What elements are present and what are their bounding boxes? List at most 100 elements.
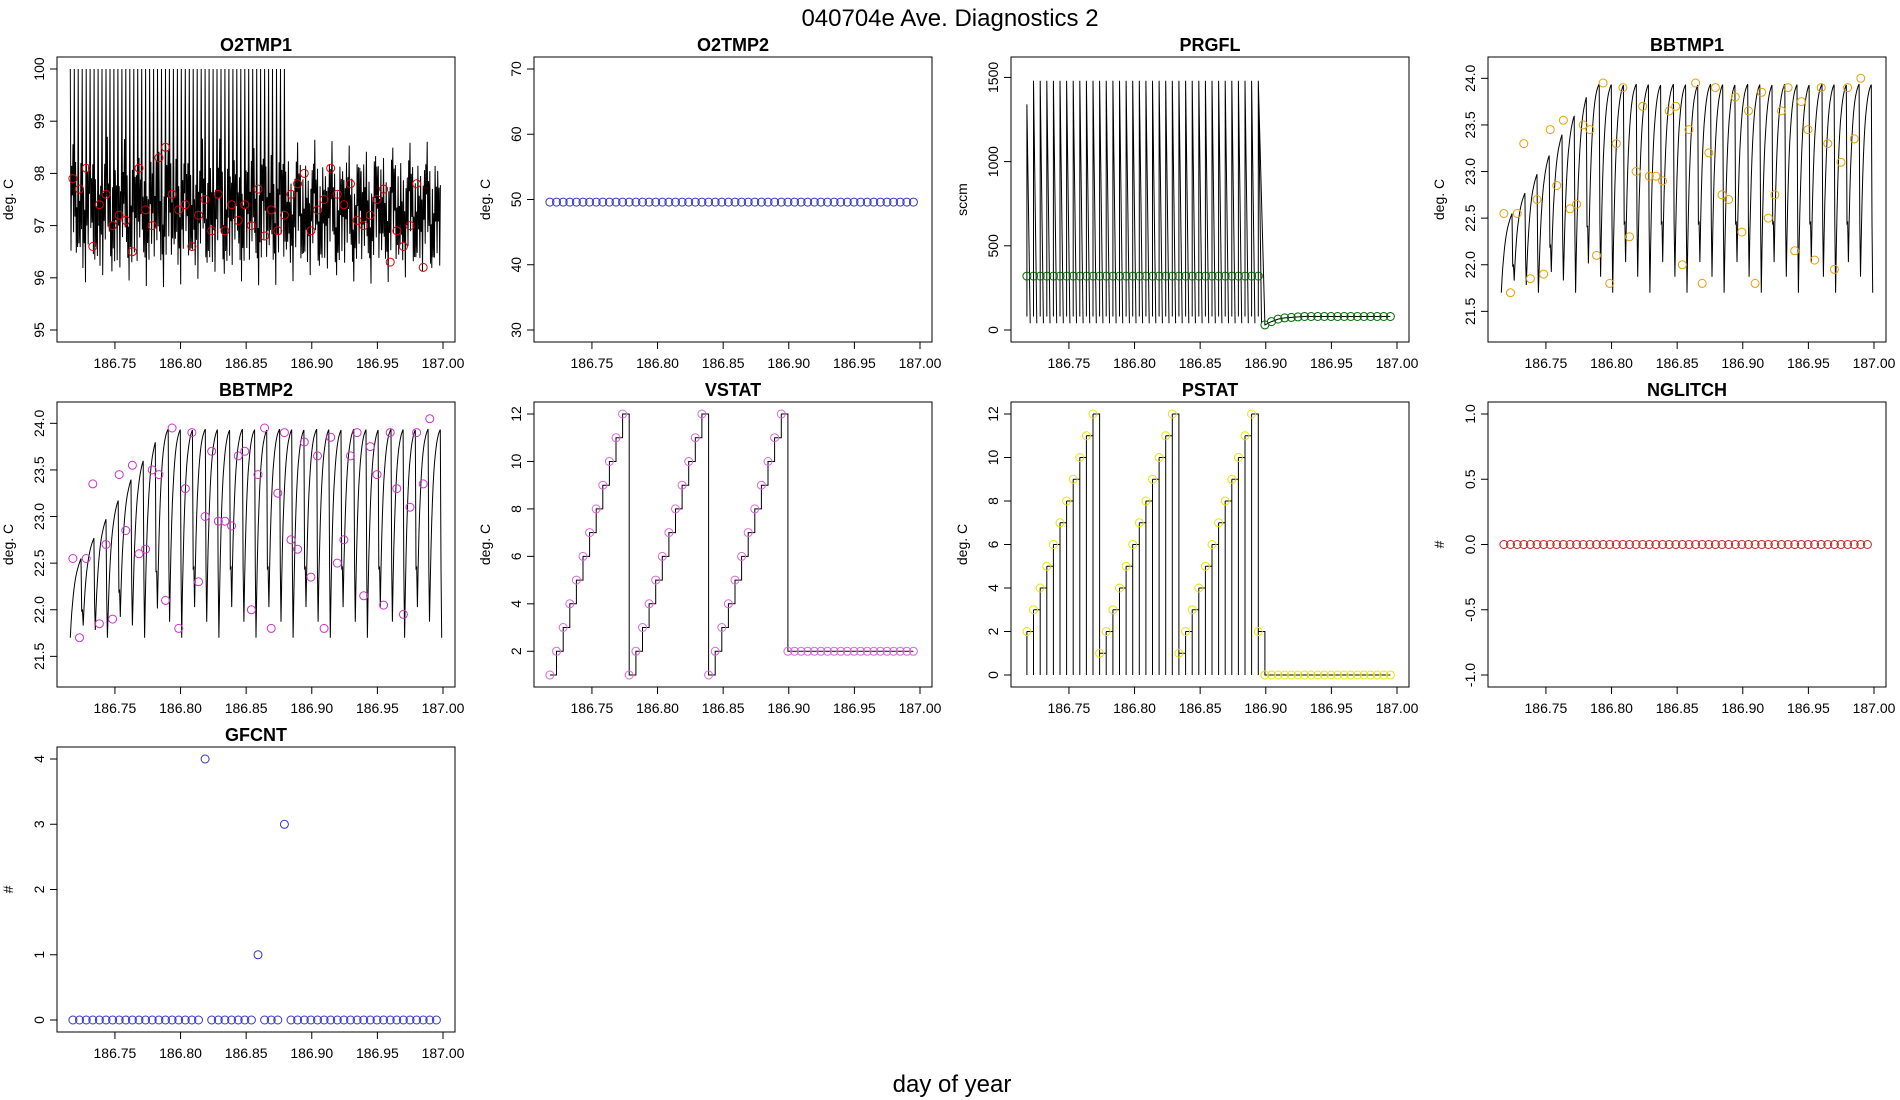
data-point (1286, 312, 1296, 322)
data-markers (1022, 409, 1395, 680)
data-point (1240, 431, 1250, 441)
data-point (1233, 271, 1243, 281)
data-point (425, 1015, 435, 1025)
data-point (240, 1015, 250, 1025)
data-point (68, 1015, 78, 1025)
data-point (611, 197, 621, 207)
data-point (286, 535, 296, 545)
data-point (286, 1015, 296, 1025)
data-point (552, 197, 561, 207)
data-point (743, 528, 753, 538)
data-point (141, 544, 151, 554)
data-point (1664, 106, 1674, 116)
data-point (1677, 540, 1687, 549)
data-point (260, 423, 270, 433)
y-tick-label: 97 (31, 218, 47, 234)
series-line (69, 68, 441, 288)
data-point (101, 540, 111, 549)
data-point (1068, 474, 1078, 484)
data-point (1704, 540, 1714, 549)
data-point (94, 619, 104, 629)
x-tick-label: 186.85 (1179, 700, 1222, 716)
data-point (1088, 409, 1098, 419)
plot-frame (1010, 401, 1410, 688)
data-point (1339, 312, 1349, 321)
data-point (578, 551, 588, 561)
data-point (1618, 540, 1628, 549)
y-tick-label: 2 (31, 885, 47, 893)
data-point (1625, 540, 1634, 549)
data-point (359, 591, 369, 601)
data-point (730, 575, 740, 585)
data-point (1823, 139, 1833, 149)
data-point (895, 197, 905, 207)
data-point (207, 1015, 217, 1025)
data-point (631, 646, 641, 656)
data-point (332, 189, 342, 199)
data-point (1750, 540, 1760, 549)
data-point (1730, 92, 1740, 102)
data-point (174, 1015, 184, 1025)
data-point (108, 221, 118, 231)
data-point (233, 215, 243, 225)
data-point (194, 210, 203, 220)
data-point (1313, 670, 1323, 680)
data-point (200, 754, 210, 764)
data-point (418, 1015, 428, 1025)
data-point (690, 197, 700, 207)
panel-bbtmp2: BBTMP2 deg. C 186.75 186.80 186.85 186.90 186.… (0, 380, 465, 716)
data-point (1519, 540, 1529, 549)
data-point (677, 197, 687, 207)
data-point (412, 428, 422, 438)
data-point (1346, 670, 1356, 680)
data-point (1829, 264, 1839, 274)
data-point (1048, 540, 1058, 549)
data-point (1372, 670, 1382, 680)
data-point (88, 479, 98, 489)
data-point (253, 184, 263, 194)
data-point (1592, 540, 1601, 549)
data-markers (1499, 540, 1872, 549)
data-point (1240, 271, 1250, 281)
y-tick-label: 23.0 (1462, 158, 1478, 185)
data-point (697, 197, 707, 207)
data-point (187, 1015, 197, 1025)
data-point (94, 200, 104, 210)
y-tick-label: 22.5 (1462, 204, 1478, 231)
y-tick-label: 1 (31, 951, 47, 959)
data-point (266, 623, 276, 633)
y-axis-label: deg. C (477, 179, 493, 220)
data-point (1605, 540, 1615, 549)
data-point (81, 163, 91, 173)
data-point (1280, 313, 1290, 323)
data-point (1558, 115, 1568, 125)
data-point (161, 595, 170, 605)
x-tick-label: 186.85 (225, 1045, 268, 1061)
data-point (1757, 540, 1767, 549)
data-point (141, 1015, 151, 1025)
data-point (690, 433, 700, 443)
data-point (677, 480, 687, 490)
data-point (246, 1015, 256, 1025)
x-tick-label: 186.90 (290, 355, 333, 371)
data-point (1770, 540, 1780, 549)
data-point (81, 1015, 91, 1025)
data-point (75, 184, 84, 194)
y-tick-label: 50 (508, 192, 524, 208)
data-point (1525, 540, 1535, 549)
data-point (1075, 453, 1085, 462)
data-point (339, 535, 349, 545)
data-point (180, 484, 190, 494)
data-point (1770, 190, 1780, 200)
data-point (1029, 605, 1038, 615)
data-point (657, 551, 667, 561)
data-point (604, 457, 614, 466)
data-point (1651, 171, 1661, 181)
data-point (207, 446, 217, 456)
data-point (737, 197, 747, 207)
data-point (101, 189, 111, 199)
data-point (1167, 271, 1177, 281)
data-point (1108, 605, 1118, 615)
x-tick-label: 186.75 (571, 700, 614, 716)
data-point (220, 516, 230, 526)
